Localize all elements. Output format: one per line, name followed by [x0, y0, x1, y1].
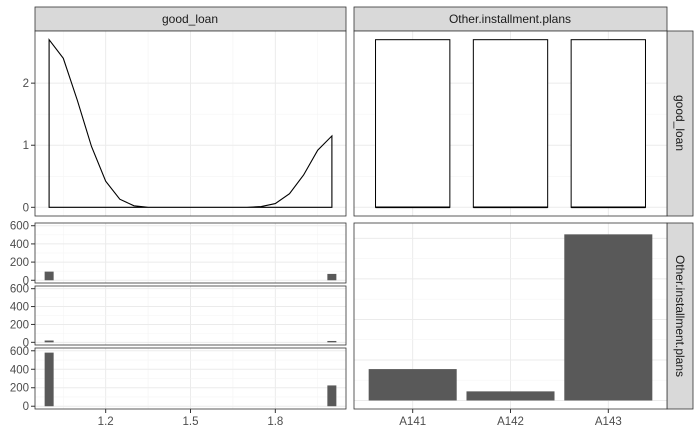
hist-bar-A142-1	[327, 340, 337, 343]
y-axis-good_loan-label-0: 0	[23, 202, 29, 214]
panel-counts	[353, 222, 668, 410]
panel-hist-A143	[34, 347, 347, 410]
strip-label-good_loan-right: good_loan	[673, 95, 687, 151]
y-axis-hist-A142-label-2: 400	[10, 302, 29, 314]
panel-hist-A142-border	[34, 285, 347, 346]
x-axis-plans: A141 A142 A143	[399, 409, 622, 428]
y-axis-hist-A141-label-3: 600	[10, 221, 29, 233]
y-axis-good_loan: 0 1 2	[23, 78, 35, 214]
x-label-good_loan-1: 1.5	[183, 416, 199, 428]
right-strips: good_loan Other.installment.plans	[666, 30, 694, 410]
panel-hist-A141-border	[34, 222, 347, 284]
strip-label-plans-top: Other.installment.plans	[449, 12, 571, 26]
y-axis-hist-A143: 0 200 400 600	[10, 346, 35, 413]
y-axis-hist-A142-label-3: 600	[10, 284, 29, 296]
strip-plans-top	[353, 6, 668, 32]
strip-label-good_loan-top: good_loan	[162, 12, 218, 26]
x-label-good_loan-0: 1.2	[98, 416, 114, 428]
panel-boxes-border	[353, 30, 668, 217]
x-label-plans-1: A142	[497, 416, 524, 428]
strip-label-plans-right: Other.installment.plans	[673, 255, 687, 377]
y-axis-good_loan-label-2: 2	[23, 78, 29, 90]
panel-hist-A142	[34, 285, 347, 346]
box-A142	[472, 39, 549, 208]
y-axis-hist-A143-label-0: 0	[23, 401, 29, 413]
hist-bar-A141-0	[44, 271, 54, 281]
hist-bar-A143-1	[327, 385, 337, 407]
box-A143	[570, 39, 646, 208]
y-axis-good_loan-label-1: 1	[23, 140, 29, 152]
x-label-plans-0: A141	[399, 416, 426, 428]
x-label-good_loan-2: 1.8	[267, 416, 283, 428]
strip-plans-right	[666, 222, 694, 410]
y-axis-hist-A142-label-1: 200	[10, 319, 29, 331]
y-axis-hist-A143-label-1: 200	[10, 383, 29, 395]
top-strips: good_loan Other.installment.plans	[34, 6, 668, 32]
y-axis-hist-A141: 0 200 400 600	[10, 221, 35, 287]
panel-hist-A141	[34, 222, 347, 284]
y-axis-hist-A143-label-3: 600	[10, 346, 29, 358]
panel-density	[34, 30, 347, 217]
hist-bar-A143-0	[44, 352, 54, 407]
count-bar-A141	[368, 369, 457, 401]
hist-bar-A141-1	[327, 273, 337, 281]
y-axis-hist-A141-label-0: 0	[23, 275, 29, 287]
strip-good_loan-right	[666, 30, 694, 217]
y-axis-hist-A142: 0 200 400 600	[10, 284, 35, 349]
count-bar-A142	[466, 391, 555, 401]
y-axis-hist-A141-label-1: 200	[10, 257, 29, 269]
x-axis-good_loan: 1.2 1.5 1.8	[98, 409, 283, 428]
count-bar-A143	[564, 234, 653, 401]
y-axis-hist-A141-label-2: 400	[10, 239, 29, 251]
panel-layer	[34, 30, 668, 410]
box-A141	[375, 39, 451, 208]
hist-bar-A142-0	[44, 340, 54, 343]
y-axis-hist-A142-label-0: 0	[23, 337, 29, 349]
y-axis-hist-A143-label-2: 400	[10, 364, 29, 376]
panel-boxes	[353, 30, 668, 217]
density-line	[48, 38, 333, 208]
x-label-plans-2: A143	[595, 416, 622, 428]
panel-density-border	[34, 30, 347, 217]
strip-good_loan-top	[34, 6, 347, 32]
